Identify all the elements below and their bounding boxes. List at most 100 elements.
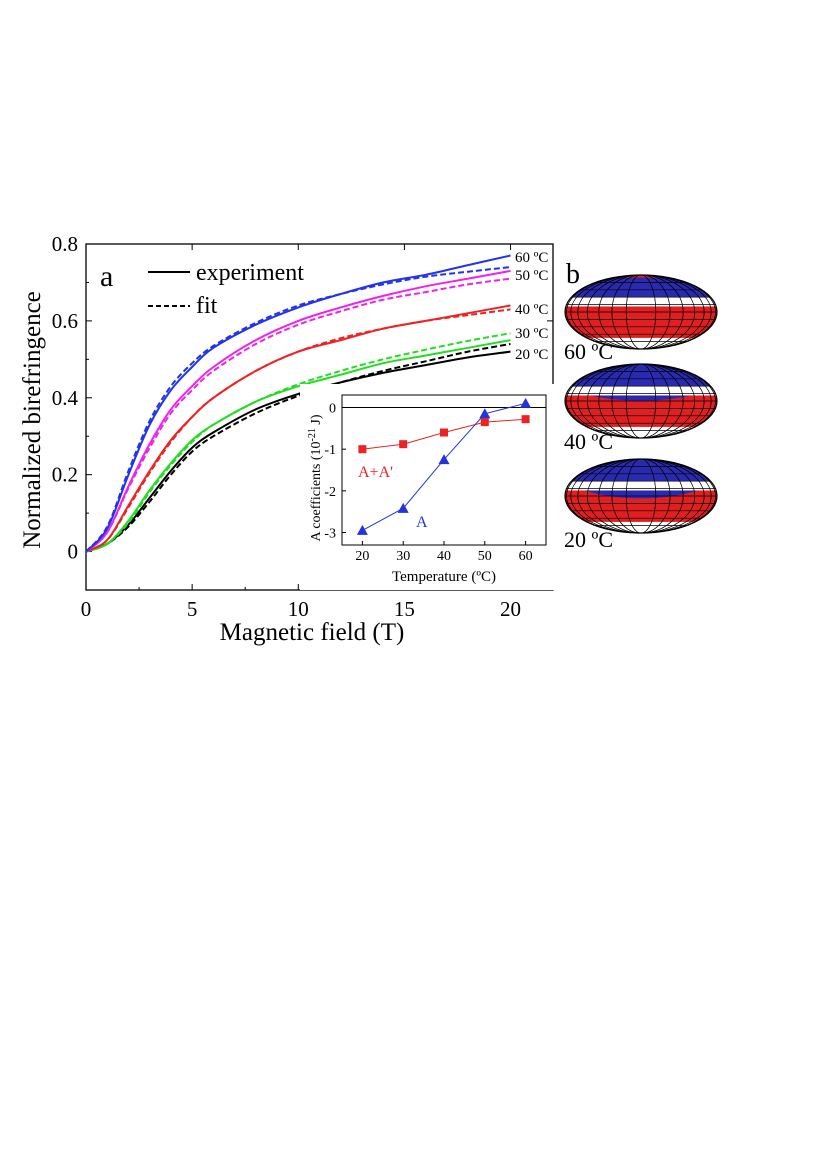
main-ticks: 0 5 10 15 20 0 0.2 0.4 0.6 0.8 <box>52 232 553 621</box>
x-tick-label-0: 0 <box>81 597 92 621</box>
y-tick-label-3: 0.6 <box>52 309 78 333</box>
white-band-top <box>565 481 717 491</box>
panel-label-b: b <box>566 259 580 290</box>
inset-x-tick-label-2: 40 <box>437 549 451 564</box>
ellipsoid-surface <box>565 275 717 349</box>
ellipsoid-surface <box>565 459 717 533</box>
inset-background <box>300 384 554 590</box>
ellipsoid-temp-60: 60 ºC <box>564 339 613 364</box>
x-tick-label-4: 20 <box>500 597 521 621</box>
inset-x-tick-label-1: 30 <box>396 549 410 564</box>
inset-triangle-marker <box>479 408 491 419</box>
curve-labels: 60 ºC 50 ºC 40 ºC 30 ºC 20 ºC <box>515 250 548 363</box>
ellipsoid-0 <box>564 274 718 350</box>
inset-square-marker <box>480 418 489 427</box>
experiment-curve-0 <box>85 350 511 553</box>
experiment-curve-1 <box>85 339 511 553</box>
mesh-longitude <box>570 459 712 533</box>
legend: experiment fit <box>148 260 304 319</box>
mesh-longitude <box>586 275 696 349</box>
curve-label-30: 30 ºC <box>515 326 548 342</box>
inset-y-tick-label-3: -3 <box>324 527 336 542</box>
white-band-bottom <box>565 337 717 349</box>
ellipsoid-outline <box>564 458 718 534</box>
inset-y-tick-label-2: -2 <box>324 485 336 500</box>
curve-label-60: 60 ºC <box>515 250 548 266</box>
x-axis-label: Magnetic field (T) <box>220 619 405 646</box>
experiment-curve-4 <box>85 254 511 553</box>
y-tick-label-1: 0.2 <box>52 463 78 487</box>
inset-label-A: A <box>416 514 428 531</box>
x-tick-label-1: 5 <box>187 597 198 621</box>
ellipsoid-temp-40: 40 ºC <box>564 429 613 454</box>
mesh-longitude <box>625 275 657 349</box>
mesh-longitude <box>611 275 671 349</box>
x-tick-label-2: 10 <box>288 597 309 621</box>
mesh-longitude <box>586 459 696 533</box>
curve-label-40: 40 ºC <box>515 302 548 318</box>
mesh-longitude <box>577 459 705 533</box>
ellipsoid-2 <box>564 458 718 534</box>
inset-x-axis-label: Temperature (ºC) <box>392 569 496 585</box>
ellipsoids <box>564 274 718 534</box>
x-tick-label-3: 15 <box>394 597 415 621</box>
panel-label-a: a <box>100 260 113 293</box>
main-curves <box>85 254 511 553</box>
mesh-longitude <box>611 459 671 533</box>
fit-curve-1 <box>85 332 511 553</box>
curve-label-50: 50 ºC <box>515 268 548 284</box>
ellipsoid-outline <box>564 363 718 439</box>
mesh-longitude <box>566 275 716 349</box>
experiment-curve-2 <box>85 304 511 553</box>
mesh-longitude <box>566 364 716 438</box>
blue-cap <box>566 459 716 499</box>
mesh-longitude <box>598 459 684 533</box>
experiment-curve-3 <box>85 269 511 553</box>
mesh-longitude <box>586 364 696 438</box>
mesh-longitude <box>570 364 712 438</box>
inset-x-tick-label-4: 60 <box>519 549 533 564</box>
inset-chart: 20 30 40 50 60 0 -1 -2 -3 A+A' A Temperature (ºC… <box>300 384 554 590</box>
white-band-bottom <box>565 426 717 438</box>
y-axis-label: Normalized birefringence <box>19 291 46 549</box>
mesh-longitude <box>625 364 657 438</box>
y-tick-label-4: 0.8 <box>52 232 78 256</box>
inset-label-AA: A+A' <box>358 464 393 481</box>
mesh-longitude <box>577 275 705 349</box>
mesh-longitude <box>598 364 684 438</box>
mesh-longitude <box>611 364 671 438</box>
legend-experiment-label: experiment <box>196 260 304 286</box>
mesh-longitude <box>570 275 712 349</box>
ellipsoid-surface <box>565 364 717 438</box>
y-tick-label-0: 0 <box>68 540 79 564</box>
inset-square-marker <box>399 440 408 449</box>
mesh-longitude <box>598 275 684 349</box>
curve-label-20: 20 ºC <box>515 347 548 363</box>
inset-ticks: 20 30 40 50 60 0 -1 -2 -3 <box>324 402 546 564</box>
mesh-longitude <box>566 459 716 533</box>
mesh-longitude <box>577 364 705 438</box>
main-chart: 0 5 10 15 20 0 0.2 0.4 0.6 0.8 a experiment fit M… <box>19 232 554 646</box>
white-band-top <box>565 386 717 396</box>
y-tick-label-2: 0.4 <box>52 386 79 410</box>
inset-x-tick-label-0: 20 <box>355 549 369 564</box>
inset-y-tick-label-0: 0 <box>329 402 336 417</box>
inset-triangle-marker <box>438 454 450 465</box>
panel-b: b 60 ºC 40 ºC 20 ºC <box>564 259 718 552</box>
legend-fit-label: fit <box>196 293 218 319</box>
ellipsoid-1 <box>564 363 718 439</box>
inset-series <box>356 397 532 535</box>
fit-curve-0 <box>85 343 511 553</box>
inset-triangle-marker <box>520 397 532 408</box>
ellipsoid-temp-20: 20 ºC <box>564 527 613 552</box>
inset-square-marker <box>521 415 530 424</box>
inset-triangle-marker <box>397 502 409 513</box>
ellipsoid-outline <box>564 274 718 350</box>
inset-triangle-marker <box>356 524 368 535</box>
inset-square-marker <box>440 428 448 437</box>
white-band-top <box>565 297 717 307</box>
inset-y-axis-label: A coefficients (10-21 J) <box>307 414 324 541</box>
inset-y-tick-label-1: -1 <box>324 443 336 458</box>
mesh-longitude <box>625 459 657 533</box>
